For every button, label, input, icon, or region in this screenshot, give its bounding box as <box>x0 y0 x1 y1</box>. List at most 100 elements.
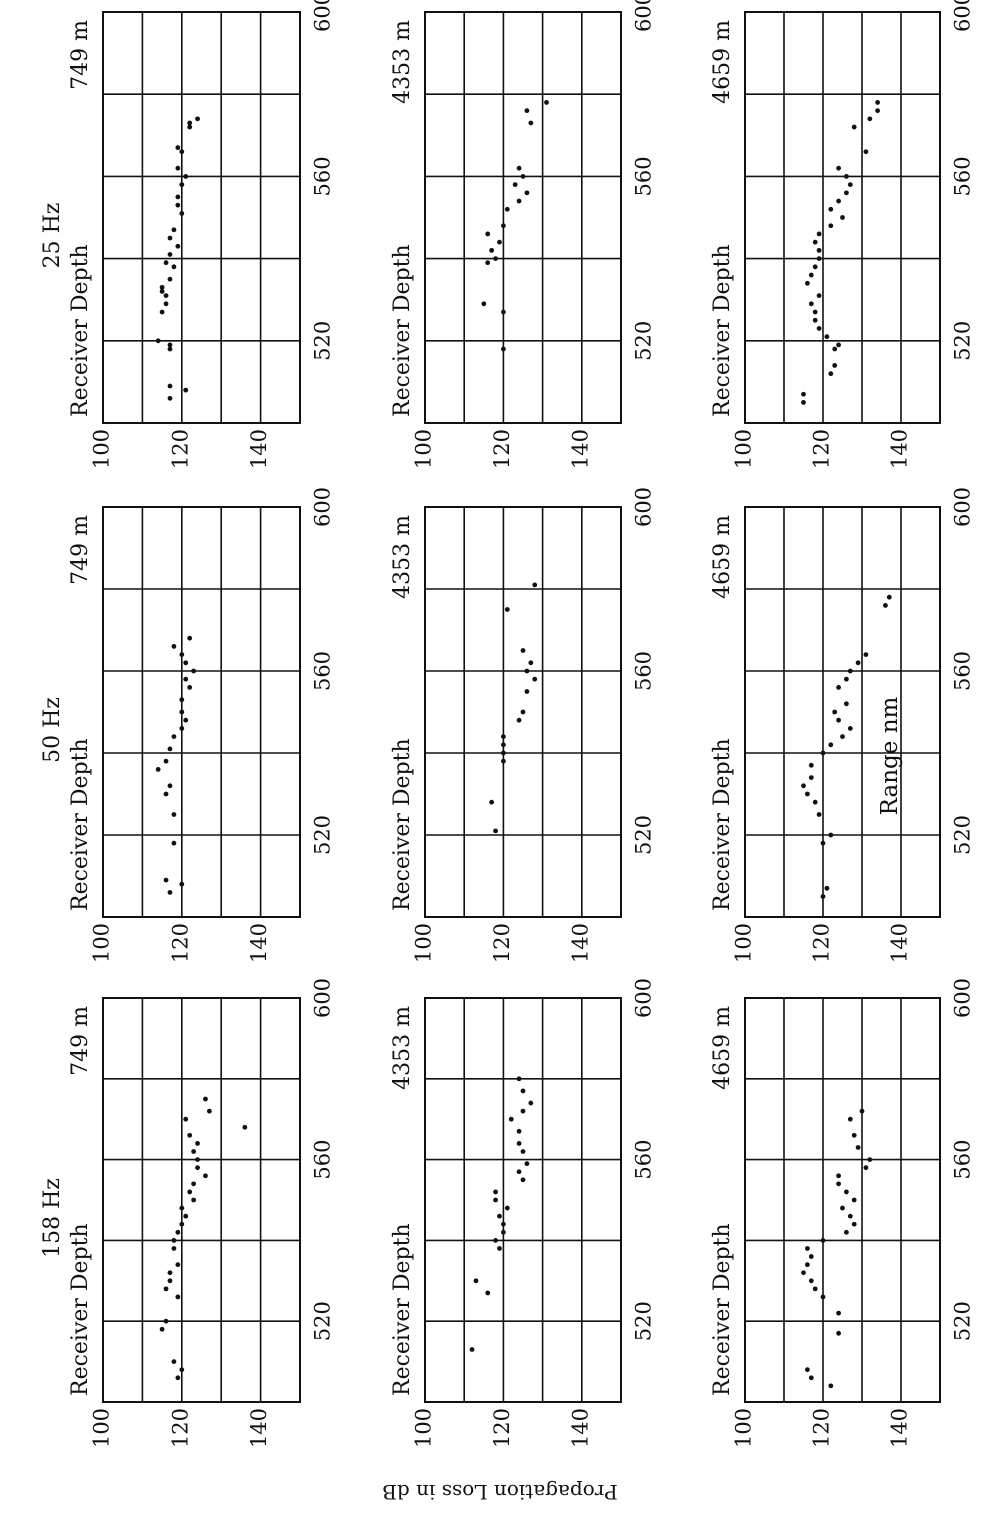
receiver-depth-label: Receiver Depth <box>710 244 735 417</box>
data-point <box>528 1100 534 1106</box>
data-point <box>485 231 491 237</box>
data-point <box>191 668 197 674</box>
data-point <box>828 371 834 377</box>
data-point <box>179 726 185 731</box>
data-point <box>844 701 849 707</box>
depth-value: 749 m <box>68 1006 93 1076</box>
data-point <box>836 717 841 723</box>
data-point <box>801 391 806 397</box>
data-point <box>497 1246 502 1251</box>
panel-1-1: 100 120 140 520 560 600 Receiver Depth 749 m 25 … <box>40 0 335 469</box>
tick-label-loss: 140 <box>568 1408 592 1448</box>
data-point <box>847 1116 853 1122</box>
data-point <box>516 1128 522 1134</box>
x-axis-label: Range nm <box>877 696 903 816</box>
data-point <box>175 194 181 200</box>
plot-frame <box>744 506 941 918</box>
data-point <box>163 301 169 307</box>
data-point <box>497 239 502 245</box>
data-point <box>828 223 834 229</box>
data-point <box>163 791 169 797</box>
receiver-depth-label: Receiver Depth <box>390 1223 415 1396</box>
panel-3-2: 100 120 140 520 560 600 Receiver Depth 4659 m <box>710 487 975 963</box>
data-point <box>847 1213 853 1219</box>
data-point <box>836 1330 841 1336</box>
data-point <box>179 652 185 657</box>
data-point <box>805 791 810 797</box>
data-point <box>816 293 822 298</box>
data-point <box>863 652 869 657</box>
data-point <box>171 1238 177 1243</box>
tick-label-loss: 140 <box>247 429 271 469</box>
data-point <box>836 1181 841 1187</box>
data-point <box>183 1116 189 1122</box>
frequency-label: 25 Hz <box>40 203 65 269</box>
data-point <box>469 1347 475 1352</box>
data-point <box>886 594 892 600</box>
data-point <box>812 264 818 270</box>
data-point <box>179 210 185 216</box>
data-point <box>801 1270 806 1276</box>
data-point <box>171 644 177 649</box>
data-point <box>508 1116 514 1122</box>
tick-label-range: 520 <box>311 815 335 855</box>
depth-value: 4353 m <box>390 20 415 104</box>
data-point <box>203 1096 208 1102</box>
data-point <box>504 607 510 612</box>
data-point <box>836 1173 841 1179</box>
plot-frame <box>744 997 941 1403</box>
data-point <box>187 120 193 126</box>
plot-frame <box>102 11 301 424</box>
tick-label-loss: 120 <box>490 429 514 469</box>
data-point <box>844 190 849 196</box>
data-point <box>485 1290 491 1296</box>
data-point <box>481 301 487 307</box>
data-point <box>175 1375 181 1381</box>
data-point <box>816 326 822 331</box>
tick-label-range: 600 <box>632 487 656 527</box>
data-point <box>836 198 841 204</box>
data-point <box>195 1141 200 1146</box>
data-point <box>808 301 814 307</box>
data-point <box>520 1108 526 1114</box>
data-point <box>847 726 853 731</box>
data-point <box>175 165 181 171</box>
data-point <box>183 387 189 393</box>
panel-2-2: 100 120 140 520 560 600 Receiver Depth 4353 m <box>390 487 656 963</box>
y-axis-label: Propagation Loss in dB <box>382 1480 618 1504</box>
data-point <box>179 881 185 887</box>
plot-frame <box>424 11 622 424</box>
tick-label-range: 560 <box>311 156 335 196</box>
tick-label-range: 560 <box>951 1140 975 1180</box>
data-point <box>167 783 173 789</box>
data-point <box>171 227 177 233</box>
data-point <box>824 334 830 340</box>
data-point <box>191 1149 197 1154</box>
data-point <box>847 668 853 674</box>
data-point <box>812 309 818 315</box>
data-point <box>167 746 173 752</box>
panel-3-1: 100 120 140 520 560 600 Receiver Depth 4659 m <box>710 0 975 469</box>
data-point <box>489 247 495 253</box>
data-point <box>167 395 173 401</box>
data-point <box>497 1213 502 1219</box>
data-point <box>832 346 838 352</box>
data-point <box>532 582 538 588</box>
data-point <box>179 709 185 715</box>
receiver-depth-label: Receiver Depth <box>68 244 93 417</box>
data-point <box>812 799 818 805</box>
panel-1-3: 100 120 140 520 560 600 Receiver Depth 749 m 158… <box>40 978 335 1448</box>
data-point <box>171 812 177 817</box>
data-point <box>816 812 822 817</box>
data-point <box>516 1169 522 1175</box>
plot-frame <box>102 506 301 918</box>
data-point <box>163 877 169 883</box>
data-point <box>171 734 177 739</box>
data-point <box>516 198 522 204</box>
data-point <box>528 120 534 126</box>
data-point <box>504 1205 510 1211</box>
data-point <box>851 1197 857 1203</box>
data-point <box>175 1262 181 1268</box>
data-point <box>516 1076 522 1082</box>
tick-label-loss: 140 <box>888 923 912 963</box>
